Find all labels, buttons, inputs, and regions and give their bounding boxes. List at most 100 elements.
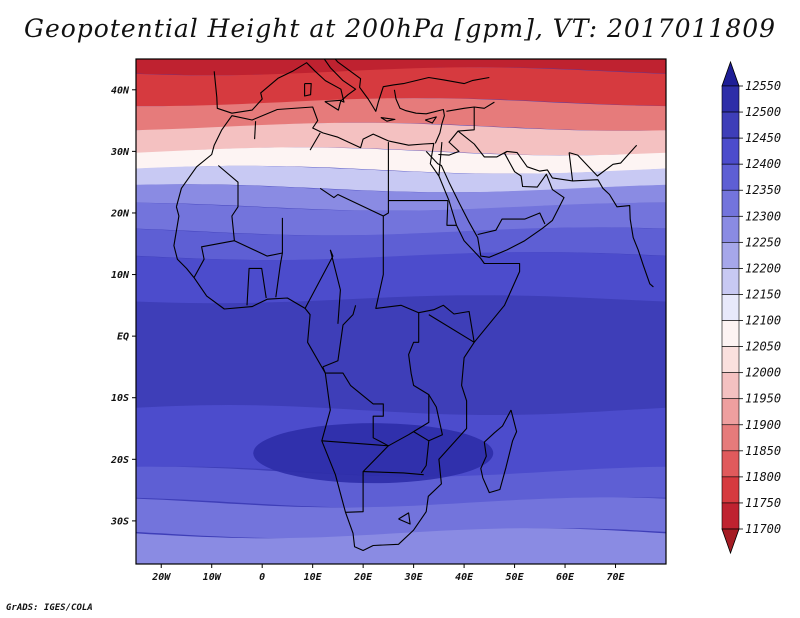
colorbar-swatch [721,268,740,295]
lon-tick-label: 20W [151,572,171,583]
colorbar-swatch [721,346,740,373]
credit-label: GrADS: IGES/COLA [6,603,93,613]
sardinia-coastline [304,83,312,97]
country-border [275,252,283,298]
country-border [398,512,411,525]
lat-tick-label: EQ [117,332,129,343]
country-border [319,187,389,217]
colorbar-label: 12300 [745,209,781,223]
colorbar-swatch [721,424,740,452]
country-border [193,240,235,278]
field-band [136,202,666,236]
field-max-region [253,423,494,484]
country-border [329,249,341,324]
colorbar-swatch [721,215,740,243]
lon-tick-label: 0 [259,572,265,583]
colorbar-label: 11700 [745,522,781,536]
colorbar-swatch [721,189,740,217]
colorbar-label: 12500 [745,105,781,119]
lat-tick-label: 10N [111,270,130,281]
country-border [322,312,430,447]
colorbar-swatch [721,163,740,191]
country-border [413,431,430,474]
colorbar-swatch [721,372,740,400]
latitude-axis: 40N 30N 20N 10N EQ 10S 20S 30S [110,85,136,527]
country-border [309,132,321,151]
country-border [246,267,267,306]
country-border [375,216,475,343]
europe-coastline [213,59,490,114]
colorbar-label: 11750 [745,496,781,510]
lat-tick-label: 20S [110,455,129,466]
field-band [136,59,666,76]
lon-tick-label: 60E [556,572,575,583]
country-border [438,142,443,177]
field-band [136,466,666,508]
field-band [136,147,666,174]
colorbar-label: 12100 [745,314,781,328]
lat-tick-label: 10S [111,393,129,404]
colorbar-label: 12150 [745,287,781,301]
colorbar-label: 11850 [745,444,781,458]
colorbar-swatch [721,450,740,478]
colorbar-label: 12350 [745,183,781,197]
colorbar-swatch [721,476,740,504]
colorbar-label: 11900 [745,418,781,432]
colorbar-swatch [721,85,740,113]
field-band [136,98,666,131]
crete-coastline [380,116,396,122]
colorbar-label: 12550 [745,79,781,93]
lat-tick-label: 30N [110,147,130,158]
colorbar-swatch [721,398,740,426]
lon-tick-label: 10E [304,572,323,583]
field-band [136,165,666,193]
country-border [217,165,239,241]
country-border [477,212,546,236]
colorbar-swatch [721,111,740,139]
country-border [428,394,443,442]
colorbar-swatch [721,294,740,321]
country-border [428,314,475,343]
colorbar-label: 11800 [745,470,781,484]
africa-coastline [173,106,521,552]
country-border [363,471,424,476]
cyprus-coastline [424,116,437,124]
colorbar-swatch [721,137,740,165]
colorbar-swatch [721,242,740,269]
colorbar-label: 12400 [745,157,781,171]
country-border [438,107,475,156]
country-border [446,200,457,226]
country-border [234,217,283,257]
field-band [136,227,666,261]
levant-coastline [393,89,445,144]
country-border [568,144,638,177]
lon-tick-label: 70E [606,572,625,583]
lat-tick-label: 40N [111,85,130,96]
field-band [136,252,666,304]
lon-tick-label: 40E [455,572,474,583]
field-band [136,122,666,156]
longitude-axis: 20W 10W 0 10E 20E 30E 40E 50E 60E 70E [151,564,626,583]
lon-tick-label: 30E [404,572,424,583]
lon-tick-label: 20E [353,572,373,583]
country-border [254,121,257,140]
country-border [568,152,574,181]
height-field [136,59,666,564]
country-border [321,440,389,513]
colorbar-label: 12050 [745,340,781,354]
colorbar-bottom-triangle [721,528,740,555]
colorbar: 11700 11750 11800 11850 11900 11950 12000 12050… [721,60,781,555]
sicily-coastline [324,99,342,111]
colorbar-label: 12000 [745,366,781,380]
colorbar-label: 12250 [745,235,781,249]
colorbar-label: 12450 [745,131,781,145]
colorbar-swatch [721,320,740,347]
madagascar-coastline [480,409,518,494]
field-band [136,528,666,564]
colorbar-label: 11950 [745,392,781,406]
coastlines [173,59,654,552]
lat-tick-label: 20N [110,208,130,219]
lat-tick-label: 30S [110,516,129,527]
colorbar-label: 12200 [745,261,781,275]
